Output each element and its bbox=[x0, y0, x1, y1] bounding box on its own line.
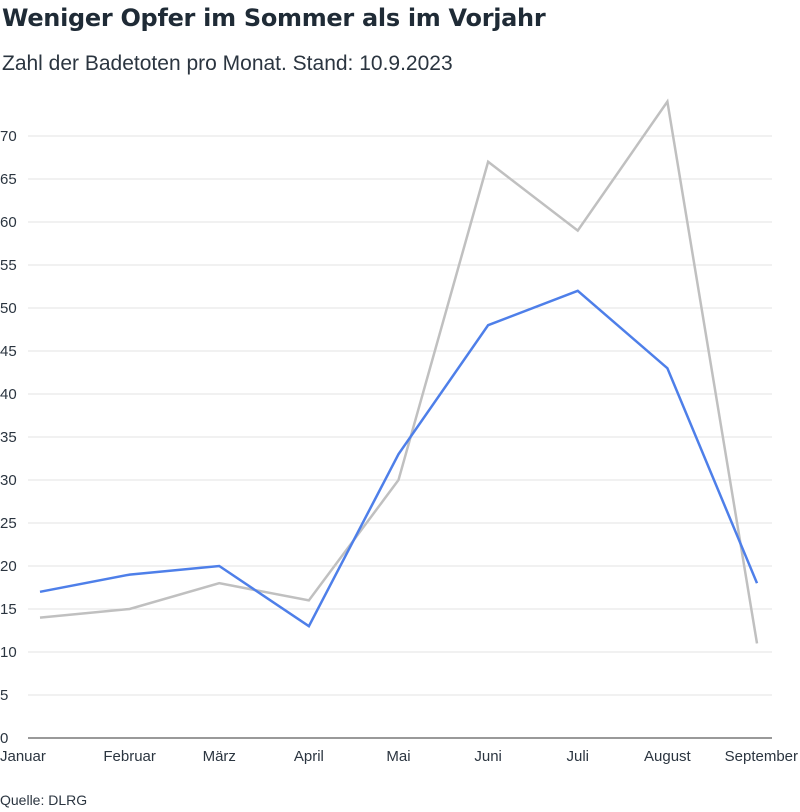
y-tick-label: 5 bbox=[0, 687, 8, 704]
y-tick-label: 55 bbox=[0, 257, 17, 274]
x-tick-label: März bbox=[203, 748, 236, 765]
x-axis-tick-labels: Januar Februar März April Mai Juni Juli August S… bbox=[0, 748, 798, 765]
series-line-current-year bbox=[39, 289, 759, 629]
x-tick-label: September bbox=[725, 748, 798, 765]
chart-title: Weniger Opfer im Sommer als im Vorjahr bbox=[2, 4, 546, 32]
x-tick-label: Januar bbox=[0, 748, 46, 765]
x-tick-label: August bbox=[644, 748, 692, 765]
y-tick-label: 25 bbox=[0, 515, 17, 532]
x-tick-label: April bbox=[294, 748, 324, 765]
y-tick-label: 70 bbox=[0, 128, 17, 145]
series-line-previous-year bbox=[39, 98, 759, 644]
y-axis-tick-labels: 0 5 10 15 20 25 30 35 40 45 50 55 60 65 70 bbox=[0, 128, 17, 747]
y-tick-label: 65 bbox=[0, 171, 17, 188]
x-tick-label: Februar bbox=[103, 748, 156, 765]
y-tick-label: 50 bbox=[0, 300, 17, 317]
y-tick-label: 35 bbox=[0, 429, 17, 446]
y-tick-label: 40 bbox=[0, 386, 17, 403]
x-tick-label: Mai bbox=[386, 748, 410, 765]
gridlines bbox=[28, 135, 772, 739]
y-tick-label: 0 bbox=[0, 730, 8, 747]
y-tick-label: 10 bbox=[0, 644, 17, 661]
series-lines bbox=[39, 98, 759, 644]
y-tick-label: 60 bbox=[0, 214, 17, 231]
y-tick-label: 15 bbox=[0, 601, 17, 618]
source-note: Quelle: DLRG bbox=[0, 792, 88, 808]
y-tick-label: 45 bbox=[0, 343, 17, 360]
y-tick-label: 20 bbox=[0, 558, 17, 575]
chart-subtitle: Zahl der Badetoten pro Monat. Stand: 10.… bbox=[2, 52, 453, 75]
y-tick-label: 30 bbox=[0, 472, 17, 489]
x-tick-label: Juni bbox=[474, 748, 502, 765]
x-tick-label: Juli bbox=[566, 748, 589, 765]
line-chart: 0 5 10 15 20 25 30 35 40 45 50 55 60 65 70 Januar Febru… bbox=[0, 98, 798, 765]
